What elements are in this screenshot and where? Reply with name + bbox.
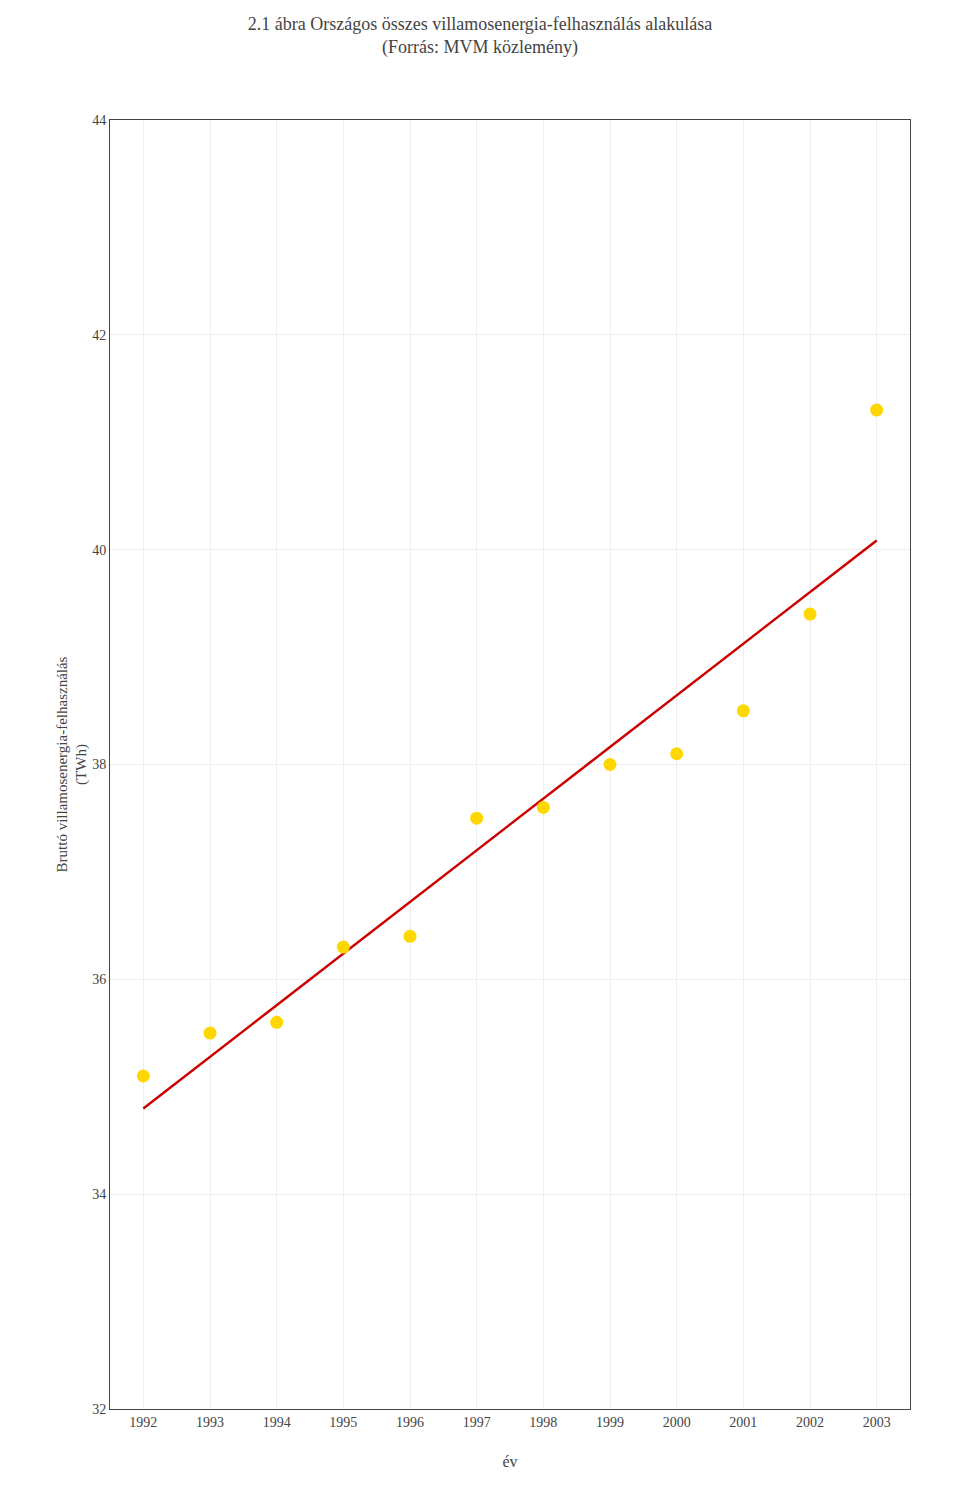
svg-text:40: 40 <box>92 543 106 558</box>
svg-text:1997: 1997 <box>463 1415 491 1430</box>
svg-text:1996: 1996 <box>396 1415 424 1430</box>
svg-text:2002: 2002 <box>796 1415 824 1430</box>
svg-text:44: 44 <box>92 113 106 128</box>
svg-text:38: 38 <box>92 757 106 772</box>
svg-text:1992: 1992 <box>129 1415 157 1430</box>
svg-text:Bruttó villamosenergia-felhasz: Bruttó villamosenergia-felhasználás(TWh) <box>54 656 91 872</box>
svg-text:2.1 ábra Országos összes villa: 2.1 ábra Országos összes villamosenergia… <box>248 14 713 58</box>
svg-text:év: év <box>502 1453 517 1470</box>
svg-text:1993: 1993 <box>196 1415 224 1430</box>
svg-text:2000: 2000 <box>663 1415 691 1430</box>
svg-text:1994: 1994 <box>263 1415 291 1430</box>
svg-text:1995: 1995 <box>329 1415 357 1430</box>
svg-text:1999: 1999 <box>596 1415 624 1430</box>
svg-text:2001: 2001 <box>729 1415 757 1430</box>
svg-text:1998: 1998 <box>529 1415 557 1430</box>
svg-text:32: 32 <box>92 1402 106 1417</box>
svg-text:34: 34 <box>92 1187 106 1202</box>
svg-text:42: 42 <box>92 328 106 343</box>
svg-text:2003: 2003 <box>863 1415 891 1430</box>
svg-text:36: 36 <box>92 972 106 987</box>
